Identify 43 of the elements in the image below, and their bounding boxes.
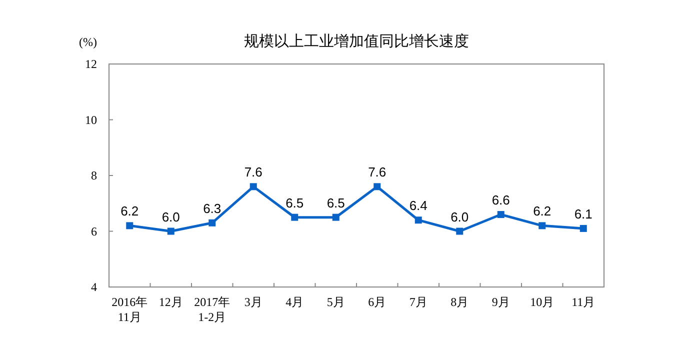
point [167,228,174,235]
point [497,211,504,218]
point [332,214,340,221]
point [126,222,134,230]
x-tick-label: 8月 [450,295,469,309]
point [414,216,422,224]
point [250,183,257,190]
y-tick-label: 6 [91,224,97,238]
data-label: 6.5 [286,195,304,210]
y-tick-label: 4 [91,280,97,294]
data-label: 6.4 [409,198,428,214]
x-tick-label: 2017年 1-2月 [194,295,230,324]
data-label: 7.6 [368,164,386,180]
data-label: 6.5 [326,195,345,210]
y-axis-title: (%) [79,35,97,49]
chart-title: 规模以上工业增加值同比增长速度 [244,33,469,50]
x-tick-label: 7月 [409,295,428,309]
data-label: 7.6 [244,164,262,180]
data-label: 6.1 [574,206,592,222]
x-tick-label: 3月 [244,295,262,309]
data-label: 6.2 [533,204,552,219]
point [208,219,216,226]
data-label: 6.0 [162,209,180,224]
x-tick-label: 11月 [572,295,596,309]
x-tick-label: 5月 [326,295,345,309]
x-tick-label: 6月 [368,295,386,309]
x-tick-label: 2016年 11月 [112,295,148,324]
x-tick-label: 12月 [158,295,183,309]
y-tick-label: 10 [85,112,97,127]
point [580,224,587,232]
y-tick-label: 8 [91,168,97,183]
data-label: 6.0 [450,209,469,224]
data-label: 6.6 [492,192,510,208]
y-tick-label: 12 [85,57,97,72]
data-label: 6.3 [203,200,222,216]
data-label: 6.2 [120,204,139,219]
x-tick-label: 10月 [530,295,554,309]
point [291,214,298,221]
x-tick-label: 4月 [286,295,304,309]
point [538,222,546,230]
point [374,183,381,190]
point [456,228,464,235]
x-tick-label: 9月 [492,295,510,309]
